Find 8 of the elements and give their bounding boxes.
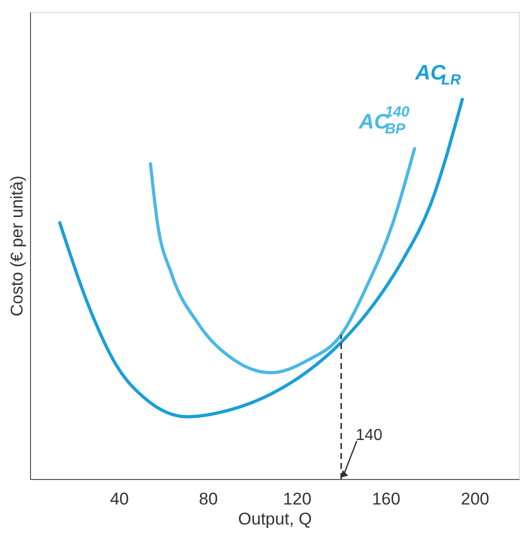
annotation: 140 [356, 427, 383, 444]
x-axis-title: Output, Q [238, 510, 312, 528]
x-tick-label: 40 [110, 490, 129, 508]
x-tick-label: 200 [460, 490, 490, 508]
x-tick-label: 160 [372, 490, 400, 508]
y-axis-title: Costo (€ per unità) [8, 176, 26, 316]
x-tick-label: 120 [283, 490, 312, 508]
x-tick-label: 80 [198, 490, 218, 508]
